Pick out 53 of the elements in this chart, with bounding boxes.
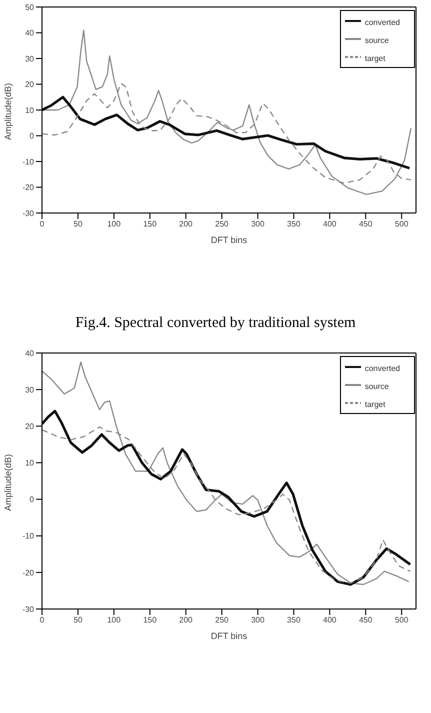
x-tick-label: 150 <box>143 616 158 625</box>
caption: Fig.4. Spectral converted by traditional system <box>74 315 357 332</box>
x-tick-label: 300 <box>251 616 265 625</box>
x-tick-label: 450 <box>358 616 373 625</box>
x-tick-label: 250 <box>215 220 230 229</box>
x-tick-label: 400 <box>323 220 337 229</box>
y-tick-label: 30 <box>25 385 35 394</box>
x-tick-label: 0 <box>40 220 45 229</box>
x-tick-label: 100 <box>107 616 122 625</box>
line-series <box>42 362 410 586</box>
y-tick-label: 20 <box>25 422 35 431</box>
y-tick-label: 30 <box>25 54 35 64</box>
x-tick-label: 100 <box>107 220 122 229</box>
y-tick-label: -10 <box>22 157 35 166</box>
y-tick-label: -20 <box>22 568 35 578</box>
y-tick-label: 20 <box>25 80 35 90</box>
x-tick-label: 350 <box>287 616 301 625</box>
x-tick-label: 400 <box>323 616 337 625</box>
y-tick-label: 10 <box>25 458 35 468</box>
x-tick-label: 500 <box>394 220 409 229</box>
x-tick-label: 450 <box>358 220 373 229</box>
x-tick-label: 0 <box>40 616 45 625</box>
legend-label: converted <box>364 18 400 27</box>
y-tick-label: -30 <box>22 208 35 218</box>
y-tick-label: 0 <box>30 495 35 504</box>
x-axis-title: DFT bins <box>210 235 248 245</box>
y-tick-label: -20 <box>22 183 35 192</box>
y-axis-title: Amplitude(dB) <box>3 454 14 511</box>
legend-label: target <box>364 54 386 63</box>
x-tick-label: 50 <box>74 220 83 229</box>
legend-label: converted <box>364 364 400 373</box>
x-tick-label: 500 <box>394 616 409 625</box>
x-tick-label: 250 <box>215 616 230 625</box>
x-axis-title: DFT bins <box>210 631 248 641</box>
line-series <box>42 96 411 170</box>
line-series <box>42 30 412 196</box>
y-tick-label: -10 <box>22 532 35 541</box>
x-tick-label: 150 <box>143 220 158 229</box>
y-tick-label: 40 <box>25 348 35 358</box>
legend-label: source <box>364 36 389 45</box>
y-tick-label: -30 <box>22 604 35 614</box>
y-axis-title: Amplitude(dB) <box>3 82 14 140</box>
x-tick-label: 300 <box>251 220 265 229</box>
y-tick-label: 40 <box>25 28 35 38</box>
x-tick-label: 200 <box>179 220 194 229</box>
x-tick-label: 200 <box>179 616 194 625</box>
y-tick-label: 10 <box>25 106 35 115</box>
legend-label: source <box>364 382 389 391</box>
y-tick-label: 0 <box>30 132 35 141</box>
x-tick-label: 50 <box>74 616 83 625</box>
legend-label: target <box>364 400 386 409</box>
y-tick-label: 50 <box>25 2 35 12</box>
x-tick-label: 350 <box>287 220 301 229</box>
